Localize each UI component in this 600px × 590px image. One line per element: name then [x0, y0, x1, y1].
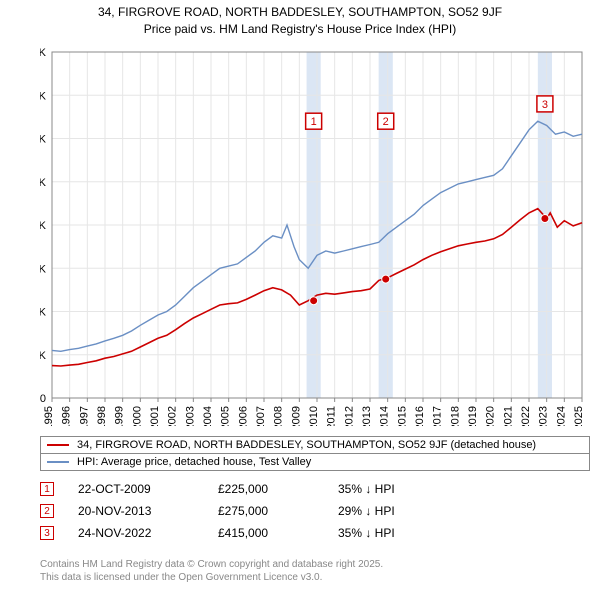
x-tick-label: 2019: [467, 406, 479, 426]
x-tick-label: 1995: [43, 406, 55, 426]
legend-row: HPI: Average price, detached house, Test…: [41, 453, 589, 470]
sale-date: 24-NOV-2022: [78, 526, 218, 540]
sale-label-number: 3: [542, 99, 548, 111]
y-tick-label: £100K: [40, 350, 47, 362]
y-tick-label: £600K: [40, 134, 47, 146]
sale-marker: 2: [40, 504, 54, 518]
sale-price: £275,000: [218, 504, 338, 518]
x-tick-label: 2000: [131, 406, 143, 426]
y-tick-label: £300K: [40, 263, 47, 275]
sales-row: 3 24-NOV-2022£415,00035% ↓ HPI: [40, 522, 590, 544]
x-tick-label: 2007: [255, 406, 267, 426]
sale-delta: 29% ↓ HPI: [338, 504, 478, 518]
y-tick-label: £400K: [40, 220, 47, 232]
x-tick-label: 1998: [96, 406, 108, 426]
legend-swatch: [47, 444, 69, 446]
x-tick-label: 2015: [396, 406, 408, 426]
x-tick-label: 2008: [273, 406, 285, 426]
attribution: Contains HM Land Registry data © Crown c…: [40, 558, 383, 584]
x-tick-label: 2023: [538, 406, 550, 426]
page-container: 34, FIRGROVE ROAD, NORTH BADDESLEY, SOUT…: [0, 0, 600, 590]
legend-row: 34, FIRGROVE ROAD, NORTH BADDESLEY, SOUT…: [41, 437, 589, 453]
x-tick-label: 2017: [432, 406, 444, 426]
x-tick-label: 2021: [502, 406, 514, 426]
x-tick-label: 2009: [290, 406, 302, 426]
legend-label: 34, FIRGROVE ROAD, NORTH BADDESLEY, SOUT…: [77, 439, 536, 451]
x-tick-label: 2003: [184, 406, 196, 426]
x-tick-label: 2004: [202, 406, 214, 426]
x-tick-label: 2005: [220, 406, 232, 426]
y-tick-label: £700K: [40, 90, 47, 102]
legend: 34, FIRGROVE ROAD, NORTH BADDESLEY, SOUT…: [40, 436, 590, 471]
sale-delta: 35% ↓ HPI: [338, 526, 478, 540]
sale-price: £415,000: [218, 526, 338, 540]
sale-date: 20-NOV-2013: [78, 504, 218, 518]
y-tick-label: £800K: [40, 47, 47, 59]
legend-label: HPI: Average price, detached house, Test…: [77, 456, 311, 468]
attribution-line-1: Contains HM Land Registry data © Crown c…: [40, 558, 383, 571]
sale-label-number: 1: [311, 116, 317, 128]
x-tick-label: 2022: [520, 406, 532, 426]
chart-title: 34, FIRGROVE ROAD, NORTH BADDESLEY, SOUT…: [0, 0, 600, 38]
y-tick-label: £200K: [40, 307, 47, 319]
chart: £0 £100K £200K £300K £400K £500K £600K £700K £80…: [40, 46, 590, 426]
sale-price: £225,000: [218, 482, 338, 496]
x-tick-label: 2011: [326, 406, 338, 426]
sale-marker: 3: [40, 526, 54, 540]
x-tick-label: 2020: [485, 406, 497, 426]
sale-date: 22-OCT-2009: [78, 482, 218, 496]
x-tick-label: 2006: [237, 406, 249, 426]
sale-point: [382, 275, 390, 283]
x-tick-label: 2013: [361, 406, 373, 426]
title-line-2: Price paid vs. HM Land Registry's House …: [0, 21, 600, 38]
attribution-line-2: This data is licensed under the Open Gov…: [40, 571, 383, 584]
legend-swatch: [47, 461, 69, 463]
x-tick-label: 2018: [449, 406, 461, 426]
y-tick-label: £500K: [40, 177, 47, 189]
x-tick-label: 2016: [414, 406, 426, 426]
x-tick-label: 1996: [61, 406, 73, 426]
sales-row: 1 22-OCT-2009£225,00035% ↓ HPI: [40, 478, 590, 500]
x-tick-label: 2024: [555, 406, 567, 426]
chart-svg: £0 £100K £200K £300K £400K £500K £600K £700K £80…: [40, 46, 590, 426]
sale-delta: 35% ↓ HPI: [338, 482, 478, 496]
sale-label-number: 2: [383, 116, 389, 128]
title-line-1: 34, FIRGROVE ROAD, NORTH BADDESLEY, SOUT…: [0, 4, 600, 21]
x-tick-label: 2025: [573, 406, 585, 426]
y-tick-label: £0: [40, 393, 46, 405]
sales-row: 2 20-NOV-2013£275,00029% ↓ HPI: [40, 500, 590, 522]
x-tick-label: 2010: [308, 406, 320, 426]
x-tick-label: 2012: [343, 406, 355, 426]
x-tick-label: 2014: [379, 406, 391, 426]
x-tick-label: 1999: [114, 406, 126, 426]
x-tick-label: 2001: [149, 406, 161, 426]
sale-point: [541, 215, 549, 223]
sale-marker: 1: [40, 482, 54, 496]
sales-table: 122-OCT-2009£225,00035% ↓ HPI220-NOV-201…: [40, 478, 590, 544]
x-tick-label: 2002: [167, 406, 179, 426]
sale-point: [310, 297, 318, 305]
x-tick-label: 1997: [78, 406, 90, 426]
